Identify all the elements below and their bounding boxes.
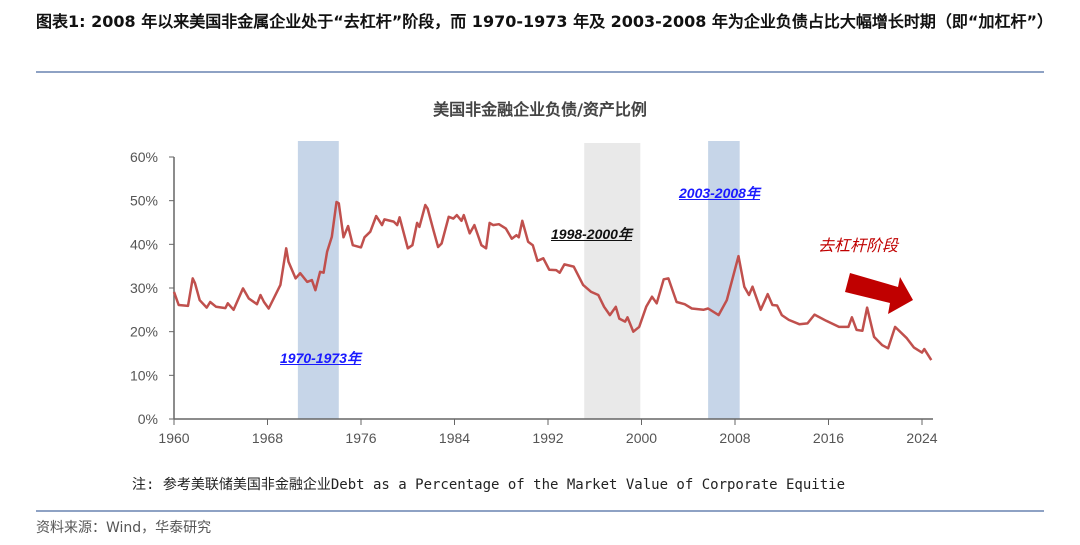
annotation-2003-2008: 2003-2008年: [679, 185, 760, 201]
annotation-deleveraging: 去杠杆阶段: [818, 238, 899, 255]
y-tick-label: 10%: [130, 367, 158, 383]
annotation-1970-1973: 1970-1973年: [280, 350, 361, 366]
annotation-1998-2000: 1998-2000年: [551, 226, 632, 242]
y-tick-label: 20%: [130, 324, 158, 340]
chart-note: 注: 参考美联储美国非金融企业Debt as a Percentage of t…: [132, 477, 846, 493]
series-line: [172, 200, 933, 361]
y-tick-label: 60%: [130, 149, 158, 165]
x-tick-label: 1968: [252, 430, 283, 446]
x-tick-label: 2008: [719, 430, 750, 446]
x-tick-label: 2016: [813, 430, 844, 446]
shaded-period-1: [584, 143, 641, 419]
source-text: 资料来源：Wind，华泰研究: [36, 520, 212, 536]
x-tick-label: 1992: [532, 430, 563, 446]
y-tick-label: 50%: [130, 193, 158, 209]
footer-divider: [36, 510, 1044, 512]
figure-title: 图表1: 2008 年以来美国非金属企业处于“去杠杆”阶段，而 1970-197…: [36, 12, 1053, 31]
x-tick-label: 1984: [439, 430, 470, 446]
x-tick-label: 1960: [158, 430, 189, 446]
chart-title: 美国非金融企业负债/资产比例: [433, 100, 647, 119]
x-tick-label: 2024: [906, 430, 937, 446]
y-tick-label: 40%: [130, 236, 158, 252]
y-tick-label: 30%: [130, 280, 158, 296]
shaded-period-2: [708, 141, 740, 419]
x-tick-label: 1976: [345, 430, 376, 446]
x-tick-label: 2000: [626, 430, 657, 446]
title-divider: [36, 71, 1044, 73]
y-tick-label: 0%: [138, 411, 158, 427]
deleveraging-arrow: [845, 273, 913, 314]
